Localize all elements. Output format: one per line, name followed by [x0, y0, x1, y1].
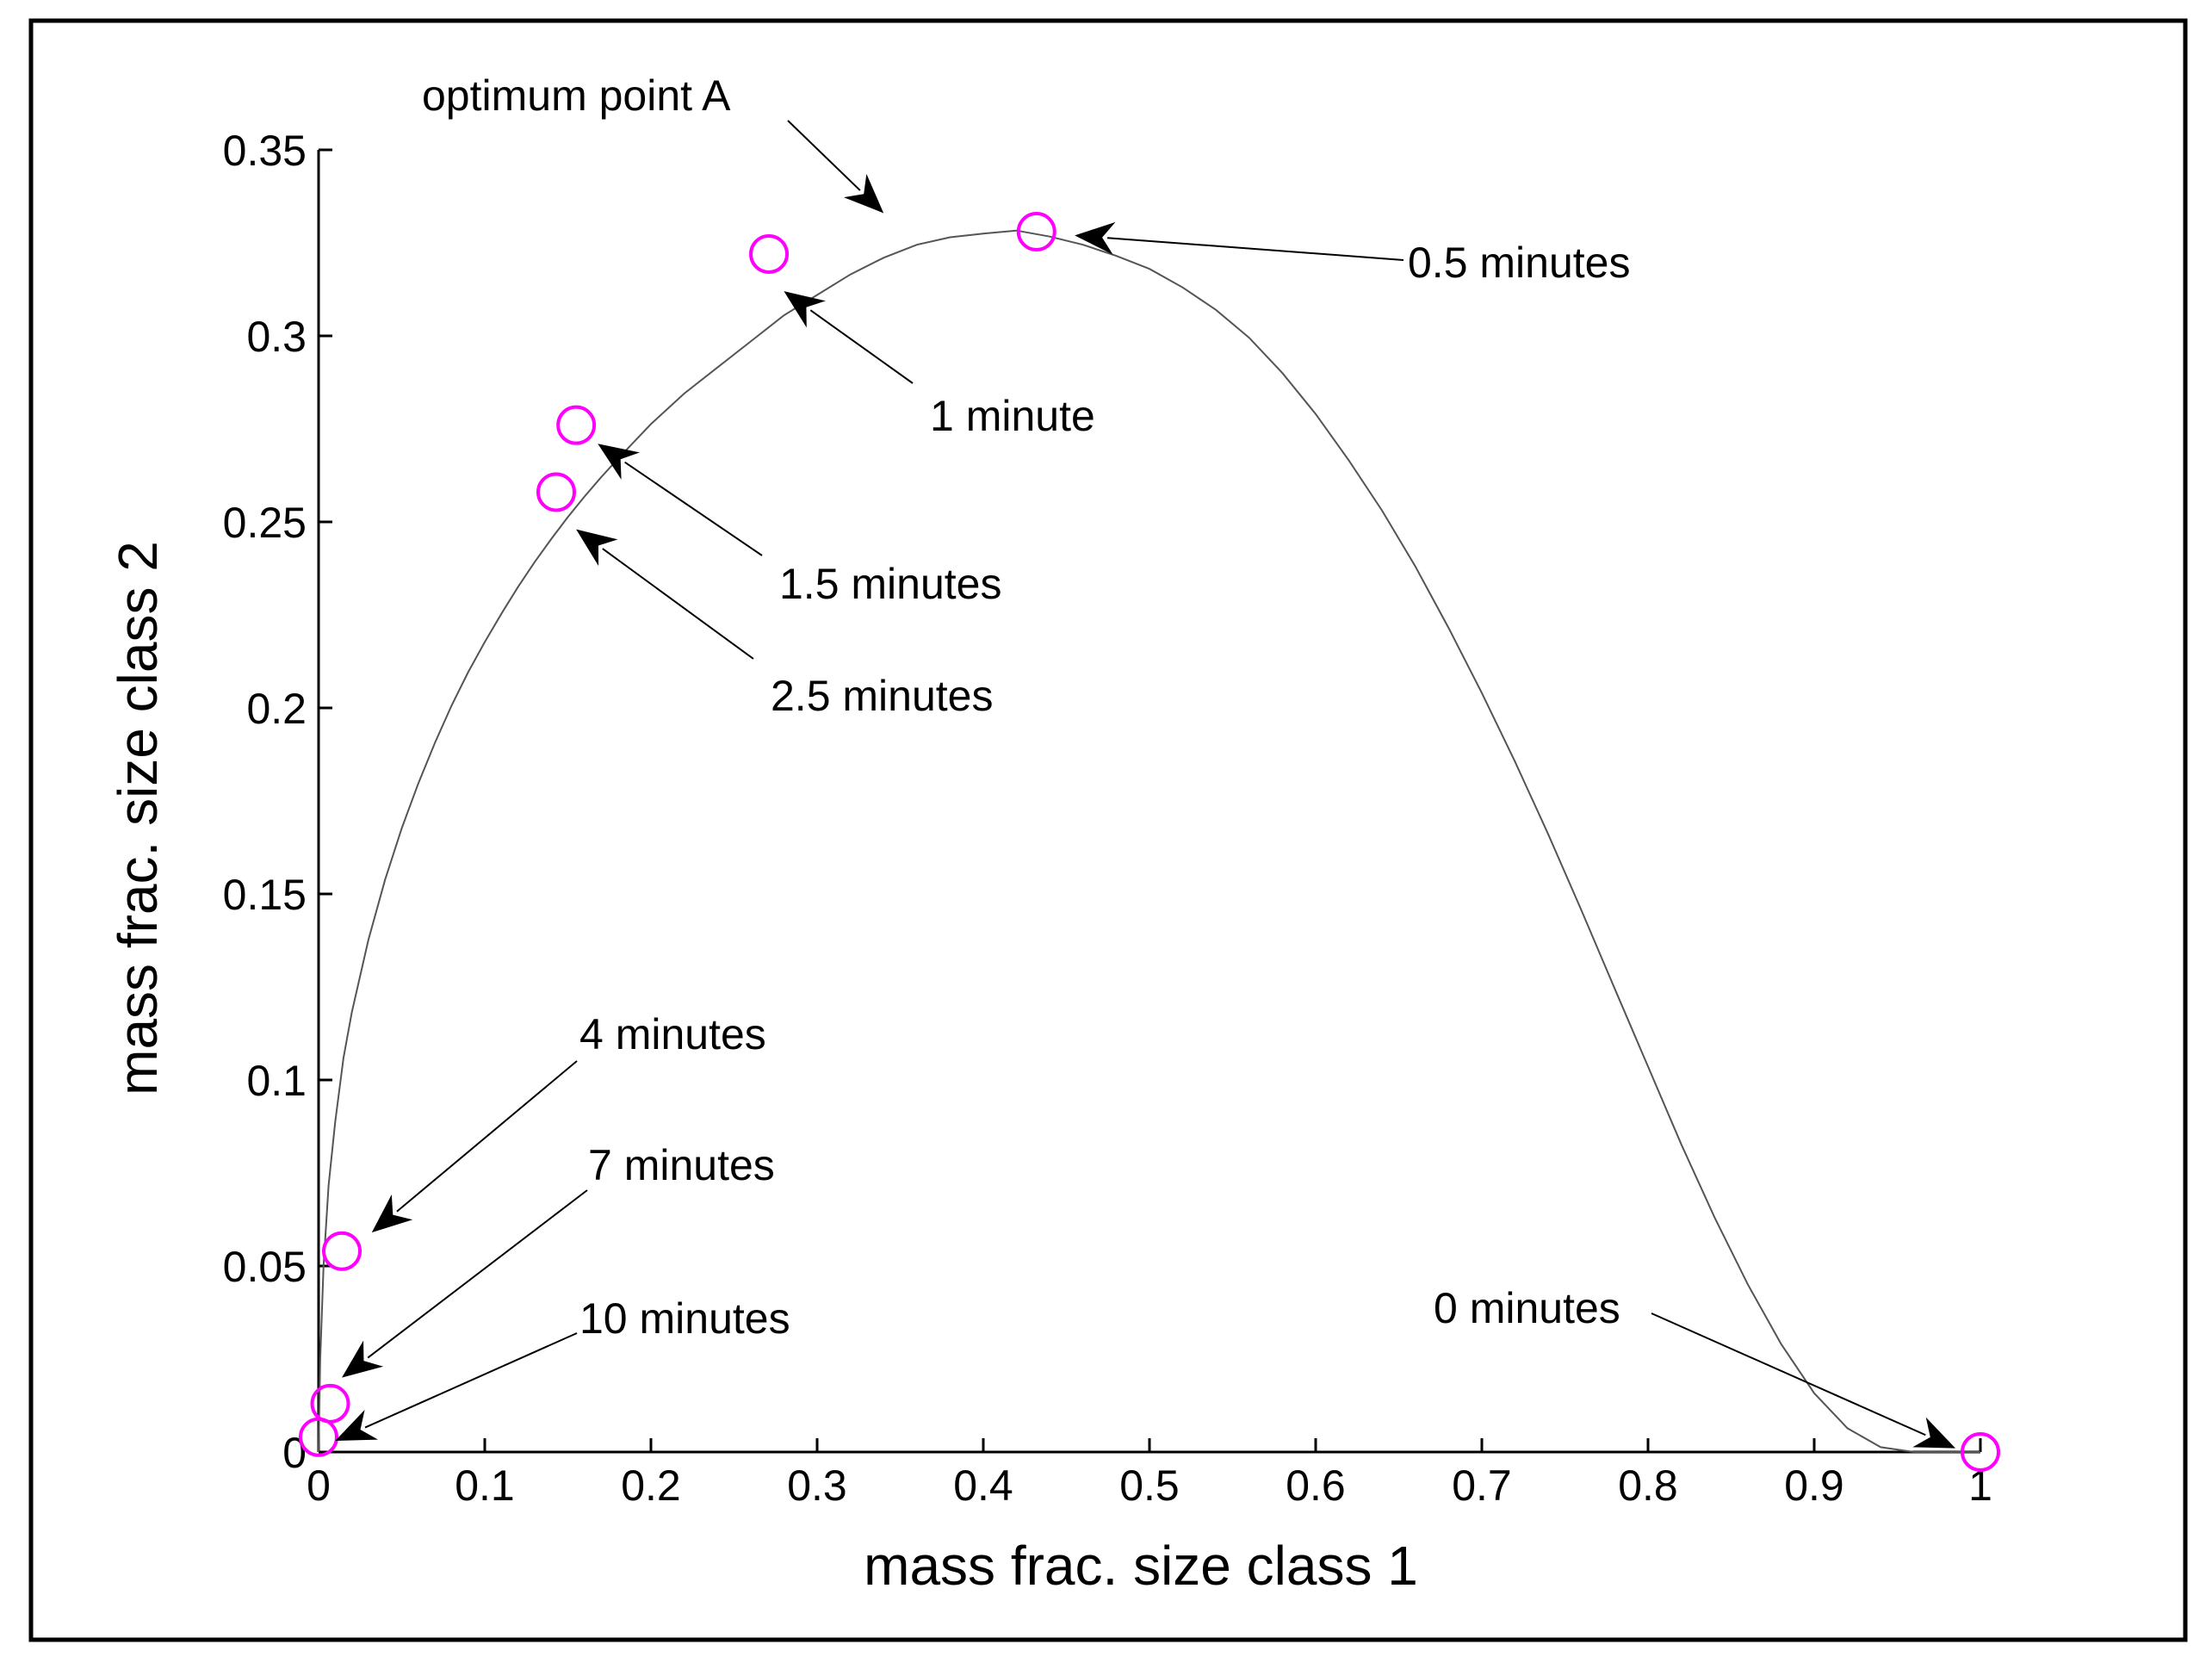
y-tick-label: 0.2 — [246, 685, 307, 733]
annotation-label: 2.5 minutes — [771, 672, 993, 720]
y-tick-label: 0.35 — [223, 127, 307, 175]
y-tick-label: 0.05 — [223, 1243, 307, 1291]
axes: 0 0.1 0.2 0.3 0.4 0.5 0.6 0.7 0.8 0.9 100.050.10.1… — [223, 127, 1992, 1510]
annotation-label: 7 minutes — [588, 1141, 775, 1189]
annotation-arrowhead — [1075, 221, 1116, 255]
y-tick-label: 0 — [282, 1429, 307, 1477]
data-point-marker — [1016, 212, 1056, 252]
annotation-label: 4 minutes — [579, 1010, 766, 1058]
annotation-arrowhead — [576, 529, 618, 567]
data-point-marker — [299, 1417, 338, 1457]
annotation-arrow-line — [624, 461, 763, 556]
annotation-arrowhead — [784, 291, 826, 328]
annotation-arrow-line — [602, 548, 754, 660]
annotation-arrow-line — [367, 1189, 588, 1359]
x-tick-label: 0.6 — [1286, 1461, 1346, 1510]
annotation-label: 1 minute — [930, 392, 1095, 440]
annotation-arrow-line — [1651, 1312, 1926, 1437]
series-line — [318, 229, 1980, 1453]
data-point-marker — [536, 472, 576, 512]
marker-layer — [299, 212, 2000, 1472]
y-tick-label: 0.25 — [223, 499, 307, 547]
x-axis-title: mass frac. size class 1 — [864, 1535, 1418, 1597]
data-point-marker — [749, 233, 790, 274]
annotation-label: 1.5 minutes — [779, 560, 1001, 608]
x-tick-label: 0.8 — [1618, 1461, 1678, 1510]
x-tick-label: 0.9 — [1784, 1461, 1844, 1510]
annotation-arrow-line — [1106, 237, 1404, 261]
annotation-arrowhead — [1912, 1417, 1956, 1449]
curve-layer — [318, 229, 1980, 1453]
annotation-arrowhead — [843, 173, 884, 214]
x-tick-label: 0.4 — [953, 1461, 1013, 1510]
annotation-arrow-line — [396, 1060, 578, 1213]
x-tick-label: 0 — [307, 1461, 331, 1510]
annotation-arrowhead — [598, 444, 640, 480]
y-axis-title: mass frac. size class 2 — [107, 541, 169, 1095]
data-point-marker — [1961, 1432, 2000, 1472]
x-tick-label: 0.3 — [787, 1461, 847, 1510]
data-point-marker — [556, 405, 597, 445]
x-tick-label: 0.2 — [621, 1461, 681, 1510]
x-tick-label: 0.7 — [1452, 1461, 1512, 1510]
annotation-arrow-line — [787, 120, 861, 191]
annotation-arrowhead — [342, 1340, 384, 1378]
annotation-label: 0 minutes — [1434, 1284, 1620, 1332]
annotation-label: 0.5 minutes — [1408, 239, 1630, 287]
x-tick-label: 0.1 — [455, 1461, 515, 1510]
annotation-arrow-line — [809, 309, 914, 384]
annotation-arrowhead — [371, 1195, 413, 1233]
y-tick-label: 0.3 — [246, 313, 307, 361]
annotation-label: 10 minutes — [579, 1294, 790, 1343]
y-tick-label: 0.15 — [223, 871, 307, 919]
x-tick-label: 0.5 — [1119, 1461, 1180, 1510]
outer-frame — [28, 18, 2188, 1642]
y-tick-label: 0.1 — [246, 1057, 307, 1105]
annotation-arrow-line — [364, 1332, 578, 1429]
data-point-marker — [322, 1231, 362, 1271]
annotation-label: optimum point A — [422, 71, 731, 120]
annotation-arrowhead — [335, 1409, 379, 1442]
annotation-layer: optimum point A 0.5 minutes 1 minute 1.5 mi… — [335, 71, 1956, 1449]
